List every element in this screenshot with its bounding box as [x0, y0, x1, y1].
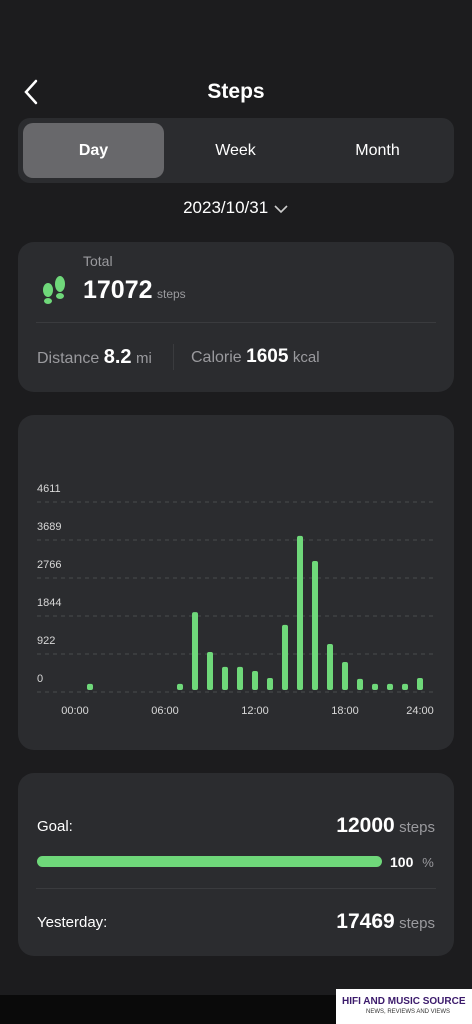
bar [192, 612, 198, 690]
bar [372, 683, 378, 690]
goal-unit: steps [399, 819, 435, 836]
bar [87, 683, 93, 690]
steps-icon [43, 276, 65, 304]
divider [36, 888, 436, 889]
bar [237, 666, 243, 690]
percent: 100 % [390, 854, 434, 872]
calorie-value: 1605 [246, 346, 289, 367]
bar [327, 644, 333, 690]
tab[interactable]: Month [355, 142, 400, 159]
watermark: HIFI AND MUSIC SOURCE NEWS, REVIEWS AND … [336, 989, 472, 1024]
goal-value: 12000 [336, 814, 395, 837]
chart-card: 0 922 1844 2766 3689 4611 00:00 06:00 12:00 18:00… [18, 415, 454, 750]
goal-label: Goal: [37, 818, 73, 835]
divider [173, 344, 174, 370]
chevron [274, 204, 288, 213]
y-tick-label: 2766 [37, 559, 61, 571]
calorie: Calorie 1605 kcal [191, 346, 320, 368]
x-tick-label: 06:00 [151, 705, 179, 717]
y-tick-label: 4611 [37, 483, 61, 495]
page-title: Steps [207, 80, 265, 103]
distance-value: 8.2 [103, 346, 132, 368]
summary-card: Total 17072 steps Distance 8.2 mi Calori… [18, 242, 454, 392]
yesterday-label: Yesterday: [37, 914, 108, 931]
y-tick-label: 1844 [37, 597, 61, 609]
bottom-bar: HIFI AND MUSIC SOURCE NEWS, REVIEWS AND … [0, 989, 472, 1024]
bar [357, 678, 363, 690]
bar [267, 678, 273, 690]
bar [387, 683, 393, 690]
watermark-subtitle: NEWS, REVIEWS AND VIEWS [366, 1009, 451, 1015]
bar [417, 678, 423, 690]
date: 2023/10/31 [183, 198, 269, 217]
y-tick-label: 0 [37, 673, 43, 685]
goal-card: Goal: 12000 steps 100 % Yesterday: 17469… [18, 773, 454, 956]
calorie-label: Calorie [191, 349, 242, 366]
back-button[interactable] [20, 78, 42, 106]
y-tick-label: 922 [37, 635, 55, 647]
bar [222, 666, 228, 690]
bar [402, 683, 408, 690]
yesterday-value: 17469 [336, 910, 395, 933]
bar [297, 535, 303, 690]
tab[interactable]: Week [215, 142, 256, 159]
watermark-title: HIFI AND MUSIC SOURCE [342, 996, 466, 1007]
total-unit: steps [156, 287, 186, 301]
total-label: Total [83, 253, 113, 269]
distance: Distance 8.2 mi [37, 346, 152, 369]
distance-unit: mi [135, 350, 152, 367]
bar [177, 683, 183, 690]
progress-bar [37, 856, 382, 867]
bar [207, 652, 213, 690]
calorie-unit: kcal [292, 349, 320, 366]
divider [36, 322, 436, 323]
bar [342, 661, 348, 690]
total: 17072 steps [83, 276, 186, 305]
x-tick-label: 18:00 [331, 705, 359, 717]
total-value: 17072 [83, 276, 153, 304]
tab-bar: Day Week Month [18, 118, 454, 183]
distance-label: Distance [37, 350, 100, 367]
x-tick-label: 24:00 [406, 705, 434, 717]
x-tick-label: 00:00 [61, 705, 89, 717]
tab-selected [23, 123, 164, 178]
bar [252, 671, 258, 690]
date-picker[interactable]: 2023/10/31 [0, 198, 472, 218]
yesterday: 17469 steps [336, 910, 435, 934]
bar [312, 561, 318, 690]
tab[interactable]: Day [78, 142, 109, 159]
x-tick-label: 12:00 [241, 705, 269, 717]
chart: 0 922 1844 2766 3689 4611 00:00 06:00 12:00 18:00… [37, 483, 435, 717]
y-tick-label: 3689 [37, 521, 61, 533]
percent-unit: % [422, 855, 434, 870]
goal: 12000 steps [336, 814, 435, 838]
yesterday-unit: steps [399, 915, 435, 932]
progress-track [37, 856, 382, 867]
bar [282, 624, 288, 690]
percent-value: 100 [390, 854, 414, 870]
